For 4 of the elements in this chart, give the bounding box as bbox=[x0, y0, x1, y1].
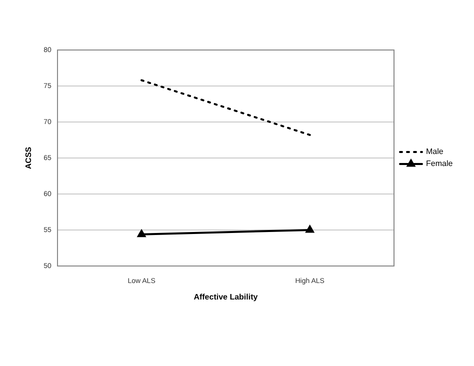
x-axis-title: Affective Lability bbox=[194, 292, 258, 302]
legend-label: Male bbox=[426, 147, 444, 156]
y-axis-title: ACSS bbox=[24, 146, 34, 170]
legend-label: Female bbox=[426, 159, 454, 168]
